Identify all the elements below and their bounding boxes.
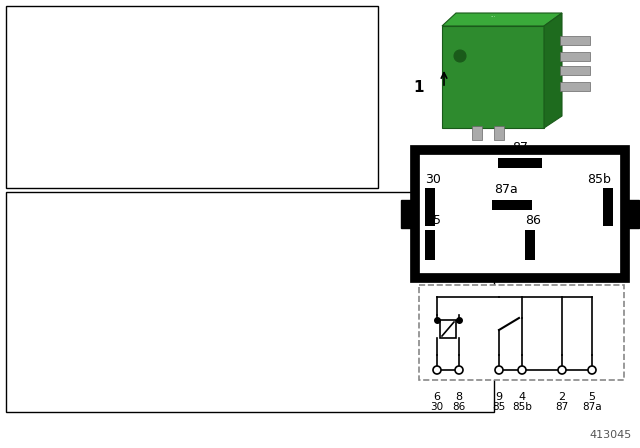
Text: 85b: 85b [512, 402, 532, 412]
Text: 30: 30 [425, 173, 441, 186]
Text: 85: 85 [425, 214, 441, 227]
Bar [494, 126, 504, 140]
Text: 87: 87 [512, 141, 528, 154]
Text: 6: 6 [433, 392, 440, 402]
Bar [560, 66, 590, 75]
Bar [492, 200, 532, 210]
Bar [498, 158, 542, 168]
Bar [525, 230, 535, 260]
Circle shape [558, 366, 566, 374]
Circle shape [433, 366, 441, 374]
Text: 8: 8 [456, 392, 463, 402]
Text: 86: 86 [452, 402, 466, 412]
Text: 1: 1 [413, 81, 424, 95]
Bar [401, 200, 416, 228]
Text: 2: 2 [559, 392, 566, 402]
Text: 85b: 85b [587, 173, 611, 186]
Bar [425, 188, 435, 226]
Polygon shape [544, 13, 562, 128]
Bar [624, 200, 639, 228]
Text: 86: 86 [525, 214, 541, 227]
Bar [472, 126, 482, 140]
Bar [415, 150, 625, 278]
Polygon shape [442, 13, 562, 26]
Bar [560, 52, 590, 61]
Text: 4: 4 [518, 392, 525, 402]
Bar [6, 192, 494, 412]
Text: 5: 5 [589, 392, 595, 402]
Bar [560, 82, 590, 91]
Text: ...: ... [490, 13, 495, 18]
Circle shape [455, 366, 463, 374]
Text: 87a: 87a [582, 402, 602, 412]
Circle shape [518, 366, 526, 374]
Bar [6, 6, 378, 188]
Circle shape [454, 50, 466, 62]
Text: 87a: 87a [494, 183, 518, 196]
Circle shape [588, 366, 596, 374]
Bar [425, 230, 435, 260]
Text: 413045: 413045 [589, 430, 632, 440]
Text: 30: 30 [431, 402, 444, 412]
Circle shape [495, 366, 503, 374]
Text: 87: 87 [556, 402, 568, 412]
Text: 85: 85 [492, 402, 506, 412]
Bar [442, 26, 544, 128]
Bar [419, 285, 624, 380]
Bar [560, 36, 590, 45]
Text: 9: 9 [495, 392, 502, 402]
Bar [603, 188, 613, 226]
Bar [440, 320, 456, 338]
